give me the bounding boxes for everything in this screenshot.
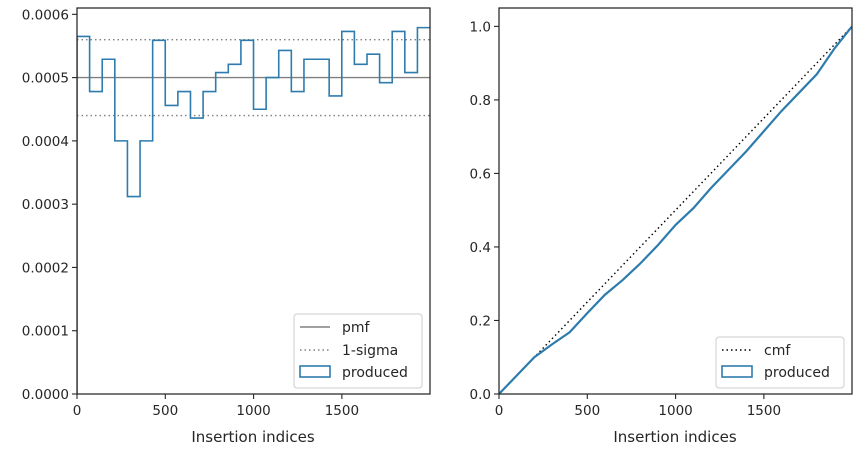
legend-sigma-label: 1-sigma bbox=[342, 343, 398, 359]
y-tick-label: 0.0003 bbox=[22, 197, 69, 213]
x-tick-label: 1000 bbox=[658, 403, 692, 419]
y-tick-label: 0.0005 bbox=[22, 71, 69, 87]
legend-produced-swatch bbox=[299, 365, 331, 378]
x-tick-label: 1000 bbox=[236, 403, 270, 419]
x-tick-label: 500 bbox=[574, 403, 600, 419]
legend-produced-label-right: produced bbox=[764, 365, 830, 381]
y-tick-label: 0.0000 bbox=[22, 387, 69, 403]
produced-histogram bbox=[77, 26, 430, 394]
legend-cmf-label: cmf bbox=[764, 343, 791, 359]
y-tick-label: 0.0 bbox=[470, 387, 491, 403]
left-legend-box bbox=[293, 313, 423, 389]
y-tick-label: 0.0004 bbox=[22, 134, 69, 150]
x-tick-label: 0 bbox=[495, 403, 504, 419]
x-tick-label: 500 bbox=[152, 403, 178, 419]
y-tick-label: 0.2 bbox=[470, 313, 491, 329]
right-x-axis-label: Insertion indices bbox=[613, 428, 736, 446]
y-tick-label: 0.0001 bbox=[22, 324, 69, 340]
produced-cumulative-line bbox=[499, 25, 852, 394]
right-legend: cmf produced bbox=[715, 336, 845, 389]
y-tick-label: 0.8 bbox=[470, 93, 491, 109]
left-x-axis-label: Insertion indices bbox=[191, 428, 314, 446]
right-chart: 0.0 0.2 0.4 0.6 0.8 1.0 0 500 1000 1500 Insertio… bbox=[470, 7, 853, 446]
right-legend-box bbox=[715, 336, 845, 389]
y-tick-label: 0.6 bbox=[470, 166, 491, 182]
y-tick-label: 0.0006 bbox=[22, 7, 69, 23]
y-tick-label: 1.0 bbox=[470, 19, 491, 35]
right-axes-frame bbox=[498, 7, 853, 395]
legend-pmf-label: pmf bbox=[342, 320, 371, 336]
y-tick-label: 0.4 bbox=[470, 240, 491, 256]
left-axes-frame bbox=[76, 7, 431, 395]
left-chart: 0.0000 0.0001 0.0002 0.0003 0.0004 0.0005 0.00… bbox=[22, 7, 431, 446]
legend-produced-swatch-right bbox=[721, 365, 753, 378]
x-tick-label: 0 bbox=[73, 403, 82, 419]
x-tick-label: 1500 bbox=[747, 403, 781, 419]
x-tick-label: 1500 bbox=[325, 403, 359, 419]
legend-produced-label: produced bbox=[342, 365, 408, 381]
y-tick-label: 0.0002 bbox=[22, 260, 69, 276]
left-legend: pmf 1-sigma produced bbox=[293, 313, 423, 389]
